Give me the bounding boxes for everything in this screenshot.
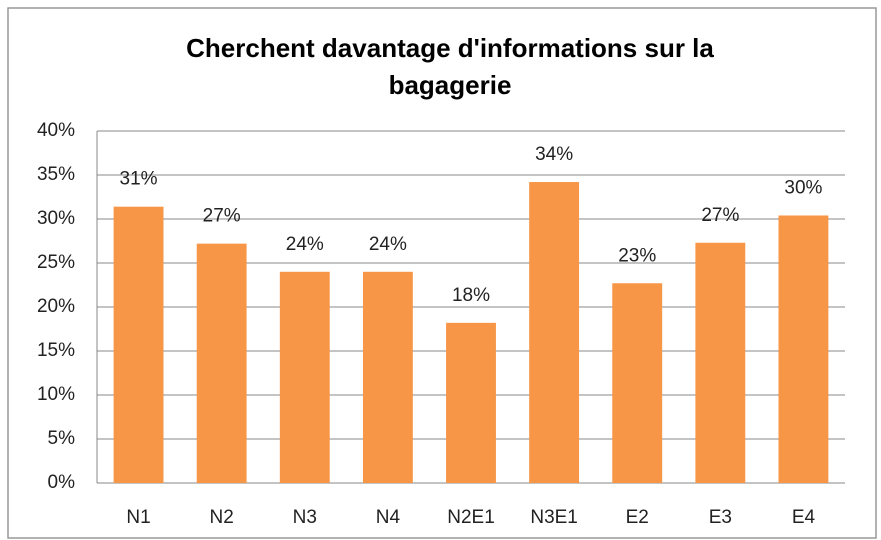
y-tick-label: 0% (48, 472, 76, 493)
data-label: 24% (369, 234, 407, 255)
data-label: 27% (203, 206, 241, 227)
data-label: 34% (535, 144, 573, 165)
y-tick-label: 35% (37, 164, 75, 185)
bar (778, 215, 829, 484)
y-tick-label: 20% (37, 296, 75, 317)
bar (695, 242, 746, 483)
data-label: 27% (701, 205, 739, 226)
x-tick-label: E3 (709, 507, 732, 528)
y-tick-label: 5% (48, 428, 76, 449)
y-tick-label: 40% (37, 120, 75, 141)
x-tick-label: N3E1 (530, 507, 578, 528)
bar (529, 182, 580, 484)
x-tick-label: N3 (293, 507, 317, 528)
y-tick-label: 25% (37, 252, 75, 273)
x-tick-label: N2 (210, 507, 234, 528)
bar (196, 243, 247, 483)
x-tick-label: E2 (626, 507, 649, 528)
x-tick-label: N4 (376, 507, 401, 528)
y-tick-label: 30% (37, 208, 75, 229)
y-tick-label: 10% (37, 384, 75, 405)
data-label: 24% (286, 234, 324, 255)
bar (113, 206, 164, 483)
data-label: 23% (618, 245, 656, 266)
bar (279, 271, 330, 483)
y-tick-label: 15% (37, 340, 75, 361)
data-label: 31% (120, 169, 158, 190)
bar (362, 271, 413, 483)
x-tick-label: N2E1 (447, 507, 495, 528)
bar (612, 283, 663, 483)
bar (446, 322, 496, 483)
x-tick-label: N1 (126, 507, 150, 528)
x-tick-label: E4 (792, 507, 816, 528)
chart-title: Cherchent davantage d'informations sur l… (186, 33, 714, 100)
data-label: 18% (452, 285, 490, 306)
data-label: 30% (784, 177, 822, 198)
